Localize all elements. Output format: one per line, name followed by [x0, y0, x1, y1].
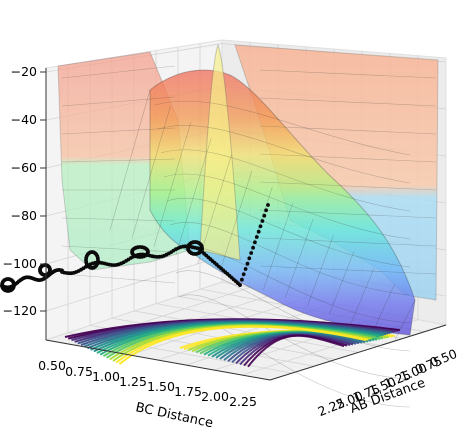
trajectory-point — [243, 267, 248, 271]
x-tick-label: 0.75 — [65, 364, 93, 379]
trajectory-point — [254, 235, 259, 239]
x-tick-label: 0.50 — [38, 358, 66, 373]
trajectory-point — [241, 272, 246, 277]
trajectory-points — [0, 203, 270, 293]
contour-projection — [64, 318, 401, 368]
z-tick-label: −60 — [11, 160, 37, 175]
x-tick-label: 1.00 — [92, 369, 120, 384]
trajectory-point — [253, 240, 257, 245]
trajectory-point — [240, 277, 244, 282]
surface-mesh — [61, 65, 437, 408]
x-tick-label: 1.25 — [119, 374, 147, 389]
x-tick-label: 1.50 — [147, 379, 175, 394]
x-tick-label: 2.00 — [201, 389, 229, 404]
z-tick-label: −80 — [11, 208, 37, 223]
trajectory-point — [258, 224, 263, 229]
trajectory-point — [48, 267, 52, 271]
trajectory-point — [145, 248, 150, 253]
trajectory-point — [245, 261, 250, 266]
x-tick-label: 1.75 — [174, 384, 202, 399]
y-tick-label: 2.25 — [316, 395, 347, 419]
z-tick-label: −100 — [3, 256, 37, 271]
z-tick-label: −20 — [11, 64, 37, 79]
trajectory-point — [249, 251, 254, 255]
x-axis-label: BC Distance — [134, 400, 214, 430]
trajectory-point — [262, 213, 267, 218]
trajectory-point — [266, 203, 270, 207]
trajectory-point — [238, 283, 242, 287]
z-axis-ticks: −20 −40 −60 −80 −100 −120 — [3, 64, 46, 318]
trajectory-point — [251, 245, 256, 250]
trajectory-point — [247, 256, 252, 261]
z-tick-label: −120 — [3, 303, 37, 318]
trajectory-point — [95, 256, 100, 260]
surface-peak — [199, 43, 241, 261]
trajectory-point — [11, 281, 16, 286]
trajectory-point — [199, 244, 204, 249]
y-axis-line — [269, 324, 447, 381]
trajectory-point — [260, 219, 265, 223]
x-axis-line — [45, 339, 271, 381]
x-axis-ticks: 0.50 0.75 1.00 1.25 1.50 1.75 2.00 2.25 — [38, 358, 257, 409]
x-tick-label: 2.25 — [229, 394, 257, 409]
z-tick-label: −40 — [11, 112, 37, 127]
trajectory-point — [264, 208, 268, 213]
trajectory-point — [256, 229, 261, 234]
